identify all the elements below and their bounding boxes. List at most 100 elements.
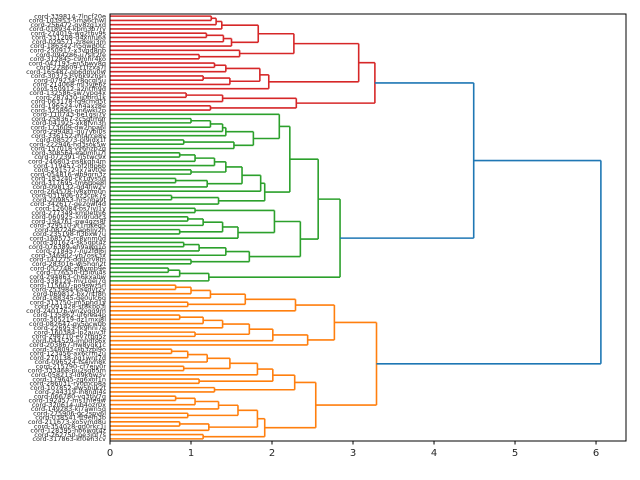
leaf-label: cord-325890-on6wkl2p [31,106,106,114]
leaf-label: cord-320614-ub4ozr0x [32,401,106,409]
leaf-label: cord-244319-ih8ndj4s [35,388,107,396]
leaf-label: cord-029571-zr8ekj3m [32,38,106,46]
leaf-label: cord-250917-x3vgd8nb [30,46,106,54]
leaf-label: cord-157018-vy6nzb2g [31,145,106,153]
leaf-label: cord-018934-kpm3b7ry [29,25,106,33]
leaf-label: cord-160384-lp2auv3f [34,328,107,336]
leaf-label: cord-294863-ch6kxa0w [29,273,106,281]
leaf-label: cord-222946-hq3sok5w [29,140,106,148]
leaf-label: cord-274019-wq2thv9s [31,29,107,37]
leaf-label: cord-226953-rk9hni7e [34,324,107,332]
leaf-label: cord-126084-bs7ivl1y [35,204,106,212]
leaf-label: cord-179645-zg6xof1n [32,375,106,383]
leaf-label: cord-087246-ao6ljy2h [34,226,106,234]
leaf-label: cord-354028-qn0rkc1j [34,422,106,430]
leaf-label: cord-176530-tl3ibu4s [36,269,106,277]
leaf-label: cord-192457-ms1hfe9w [29,397,107,405]
leaf-label: cord-031906-uz3cpk7s [32,192,107,200]
leaf-label: cord-313750-im5phd1y [30,298,107,306]
leaf-label: cord-082647-gy5ocw0b [29,320,106,328]
leaf-label: cord-076389-eh9awg1o [28,243,106,251]
leaf-label: cord-214068-ml3vje6z [33,81,107,89]
leaf-label: cord-186342-h5qwp0tc [30,42,106,50]
x-axis: 0 1 2 3 4 5 6 [107,441,599,459]
leaf-label: cord-317695-tm6hoe8i [31,179,106,187]
leaf-label: cord-275906-gc2spv6i [33,409,106,417]
leaf-label: cord-264578-ly8xbm0n [30,187,106,195]
leaf-label: cord-298710-ev7tbq5z [32,333,107,341]
leaf-label: cord-283016-wj5hqn2t [32,260,106,268]
leaf-label: cord-060925-xn9rudc3 [32,213,106,221]
leaf-label: cord-246803-ns8kqh4m [28,158,106,166]
x-tick-label: 3 [350,448,356,459]
leaf-label: cord-209853-hr5nqa9t [32,196,106,204]
leaf-label: cord-066780-vq3tly7g [34,392,106,400]
leaf-label: cord-329510-vt1mkeq5 [30,222,106,230]
leaf-label: cord-299481-gu7ybi0s [33,128,107,136]
leaf-label: cord-240176-wn2vqg9m [26,307,106,315]
leaf-label: cord-047193-en5bwy8q [28,59,106,67]
leaf-label: cord-072391-ri5twc9x [34,153,106,161]
leaf-label: cord-346902-yb7osk3x [31,251,106,259]
leaf-label: cord-203867-hw8ygk1c [29,341,106,349]
leaf-label: cord-123456-ax6crm2u [30,350,106,358]
leaf-label: cord-085273-pl9jdx1f [36,136,107,144]
leaf-label: cord-333468-pu2sgb5m [28,367,106,375]
leaf-label: cord-063178-fq9cmd5t [31,98,106,106]
leaf-label: cord-342617-ge2owf4d [30,200,106,208]
leaf-label: cord-194761-pw4gzs8f [31,217,106,225]
leaf-label: cord-253984-ka4dyr2v [32,286,106,294]
x-tick-label: 0 [107,448,113,459]
leaf-label: cord-173609-dw2hpa6l [31,123,107,131]
leaf-label: cord-256472-qv8zg1xd [31,21,107,29]
leaf-label: cord-211673-xo5ymd8u [28,418,106,426]
x-tick-label: 5 [512,448,518,459]
plot-border [109,13,627,442]
leaf-label: cord-196524-vh4axz8e [31,102,106,110]
leaf-label: cord-308564-ea0mfu7j [31,149,106,157]
x-tick-label: 2 [269,448,275,459]
leaf-label: cord-336152-mt4rce8v [31,132,106,140]
leaf-label: cord-291572-jx7avt0e [34,166,106,174]
leaf-label: cord-258367-zc5qtm9r [31,115,106,123]
leaf-label: cord-119457-of2ldp6b [33,162,106,170]
leaf-label: cord-079234-r8ocql5u [34,76,106,84]
leaf-label: cord-301624-sk5qpt4z [33,239,107,247]
dendrogram-links [110,15,602,440]
leaf-label: cord-058213-ld9kqw3v [31,371,106,379]
leaf-label: cord-038541-ft9elh3b [35,414,106,422]
x-tick-label: 6 [593,448,599,459]
leaf-label: cord-103953-5ma6cnwl [29,17,106,25]
leaf-label: cord-054816-wb9grn3z [30,170,106,178]
leaf-label: cord-350912-a2ntfh9d [33,85,106,93]
leaf-label: cord-168573-rc8vnm0d [29,234,106,242]
leaf-label: cord-098132-qd4fjw2v [32,183,106,191]
leaf-label: cord-107852-ew5buk2t [30,384,106,392]
leaf-label: cord-091428-st8kbo3j [34,303,106,311]
leaf-label: cord-215790-cf7ejy0r [36,362,107,370]
leaf-label: cord-218457-nu2fdl6j [36,247,106,255]
leaf-label: cord-165487-gp6dmv0w [26,68,107,76]
leaf-label: cord-287430-ij0bru1k [36,93,107,101]
leaf-label: cord-183240-ck1uys5q [31,175,106,183]
leaf-label: cord-094286-u7slt2fe [36,51,106,59]
leaf-label: cord-135862-uf6rea4p [33,311,106,319]
leaf-label: cord-044529-jm0dfs6x [32,337,106,345]
leaf-label: cord-188345-qe0ulc6g [32,294,106,302]
leaf-label: cord-338129-mv1gej7q [30,277,106,285]
leaf-label: cord-132586-sw7ypg4x [29,89,106,97]
leaf-label: cord-348092-nb3zpl9o [32,345,106,353]
leaf-label: cord-303751-ybk92hsn [31,72,106,80]
leaf-label: cord-270138-oq1wnt7d [30,354,106,362]
leaf-label: cord-305219-dz1mxj8l [33,316,107,324]
leaf-label: cord-235198-fi3bxw7u [32,230,106,238]
leaf-label: cord-069812-bx7ntf8h [33,290,106,298]
leaf-label: cord-041925-xk8fvn3h [32,119,106,127]
leaf-label: cord-262750-pe3juf7s [34,431,106,439]
leaf-label: cord-286031-ry0mcp8a [29,380,106,388]
leaf-label: cord-277349-km0ethj6 [31,209,106,217]
leaf-label: cord-149283-kj7awn5q [31,405,106,413]
leaf-label: cord-339814-7lncf20e [34,12,106,20]
